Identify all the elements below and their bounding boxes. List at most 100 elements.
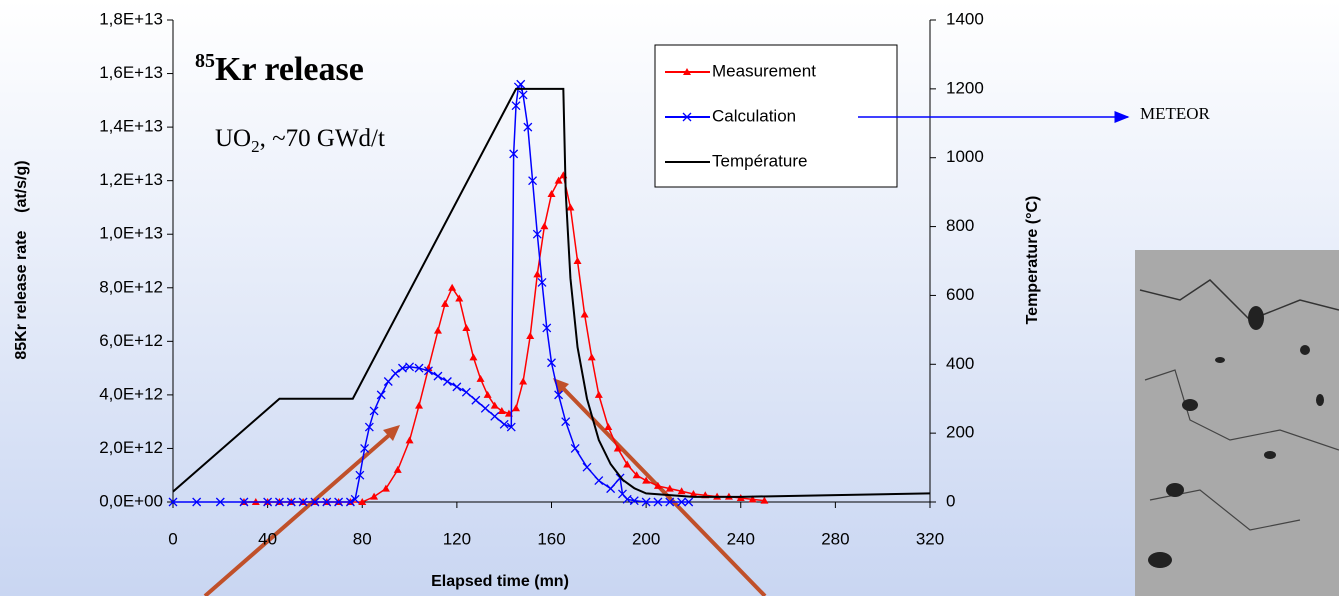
data-point (594, 390, 603, 398)
data-point (461, 387, 471, 397)
subtitle: UO2, ~70 GWd/t (215, 125, 385, 156)
data-point (490, 401, 499, 409)
data-point (433, 371, 443, 381)
data-point (511, 101, 521, 111)
data-point (398, 363, 407, 373)
data-point (629, 496, 639, 506)
y-axis-title: 85Kr release rate (at/s/g) (13, 160, 30, 359)
legend-marker (682, 112, 692, 122)
data-point (642, 476, 651, 484)
data-point (405, 436, 414, 444)
data-point (509, 149, 519, 159)
x-tick-label: 120 (443, 529, 471, 548)
data-point (370, 492, 379, 500)
data-point (623, 460, 632, 468)
data-point (613, 444, 622, 452)
title-superscript: 85 (195, 50, 215, 72)
data-point (748, 495, 757, 503)
x-tick-label: 320 (916, 529, 944, 548)
data-point (405, 362, 415, 372)
x-tick-label: 240 (727, 529, 755, 548)
data-point (345, 497, 355, 507)
data-point (286, 497, 296, 507)
data-point (441, 299, 450, 307)
data-point (632, 471, 641, 479)
data-point (542, 323, 552, 333)
series-line (172, 87, 931, 498)
data-point (566, 203, 575, 211)
chart-title: 85Kr release (195, 50, 364, 88)
y2-tick-label: 1200 (946, 78, 984, 97)
legend-label: Température (712, 151, 807, 170)
y2-axis-title: Temperature (°C) (1024, 196, 1041, 325)
data-point (471, 395, 481, 405)
legend-label: Measurement (712, 61, 816, 80)
data-point (689, 489, 698, 497)
data-point (570, 443, 580, 453)
data-point (168, 497, 178, 507)
data-point (540, 222, 549, 230)
data-point (533, 270, 542, 278)
data-point (322, 497, 332, 507)
data-point (483, 390, 492, 398)
data-point (310, 497, 320, 507)
data-point (594, 476, 604, 486)
data-point (532, 229, 542, 239)
data-point (298, 497, 308, 507)
data-point (383, 377, 393, 386)
data-point (369, 406, 379, 416)
y-tick-label: 4,0E+12 (99, 384, 163, 403)
y2-tick-label: 1000 (946, 147, 984, 166)
data-point (554, 390, 564, 400)
data-point (455, 294, 464, 302)
data-point (415, 401, 424, 409)
data-point (448, 283, 457, 291)
data-point (604, 423, 613, 431)
y-tick-label: 6,0E+12 (99, 331, 163, 350)
legend-label: Calculation (712, 106, 796, 125)
data-point (677, 487, 686, 495)
data-point (523, 122, 533, 132)
data-point (587, 353, 596, 361)
x-tick-label: 200 (632, 529, 660, 548)
data-point (424, 366, 433, 376)
data-point (537, 277, 547, 287)
y-tick-label: 8,0E+12 (99, 277, 163, 296)
data-point (547, 358, 556, 368)
y2-tick-label: 600 (946, 285, 974, 304)
data-point (519, 377, 528, 385)
data-point (364, 422, 374, 432)
data-point (573, 257, 582, 264)
y-tick-label: 1,4E+13 (99, 117, 163, 136)
y-tick-label: 1,2E+13 (99, 170, 163, 189)
data-point (528, 176, 538, 186)
data-point (512, 404, 521, 412)
data-point (665, 484, 674, 492)
data-point (653, 497, 663, 507)
plot-area: 0,0E+00 2,0E+12 4,0E+12 6,0E+12 8,0E+12 1,0E+… (99, 9, 984, 548)
title-main: Kr release (215, 51, 364, 88)
data-point (516, 79, 526, 89)
data-point (518, 90, 528, 100)
data-point (490, 411, 500, 421)
data-point (393, 465, 402, 473)
data-point (239, 497, 249, 507)
data-point (677, 497, 687, 507)
subtitle-part: UO (215, 125, 251, 152)
data-point (376, 390, 386, 400)
y2-tick-label: 200 (946, 423, 974, 442)
data-point (334, 497, 344, 507)
data-point (215, 497, 225, 507)
data-point (462, 323, 471, 331)
y-tick-label: 2,0E+12 (99, 438, 163, 457)
micrograph (1135, 250, 1339, 596)
data-point (442, 377, 452, 386)
legend-marker (683, 68, 691, 75)
data-point (360, 443, 370, 453)
y-tick-label: 1,0E+13 (99, 224, 163, 243)
data-point (263, 497, 273, 507)
y2-tick-label: 800 (946, 216, 974, 235)
data-point (358, 498, 367, 505)
